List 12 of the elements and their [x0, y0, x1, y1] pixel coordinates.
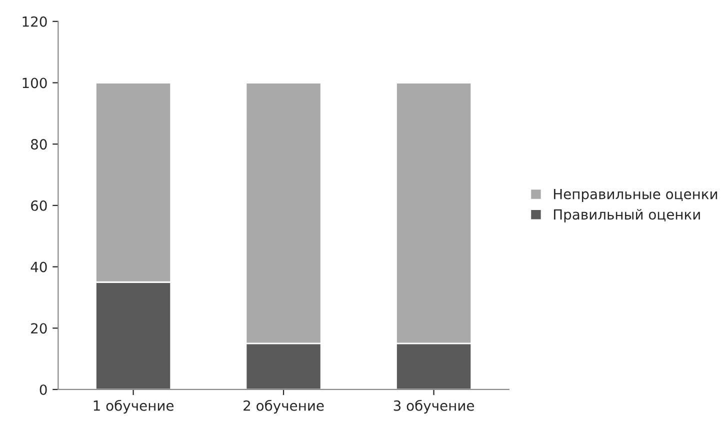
- legend-label: Правильный оценки: [554, 208, 700, 222]
- x-tick-label: 2 обучение: [244, 400, 324, 414]
- y-tick-label: 80: [31, 139, 47, 150]
- x-tick-label: 3 обучение: [394, 400, 474, 414]
- y-tick-label: 20: [31, 323, 47, 334]
- y-tick-label: 60: [31, 200, 47, 211]
- y-tick-label: 40: [30, 262, 47, 272]
- y-tick-label: 0: [40, 384, 47, 395]
- legend-label: Неправильные оценки: [554, 188, 718, 202]
- y-tick-label: 100: [22, 78, 47, 88]
- x-tick-label: 1 обучение: [94, 400, 174, 414]
- y-tick-label: 120: [22, 16, 47, 27]
